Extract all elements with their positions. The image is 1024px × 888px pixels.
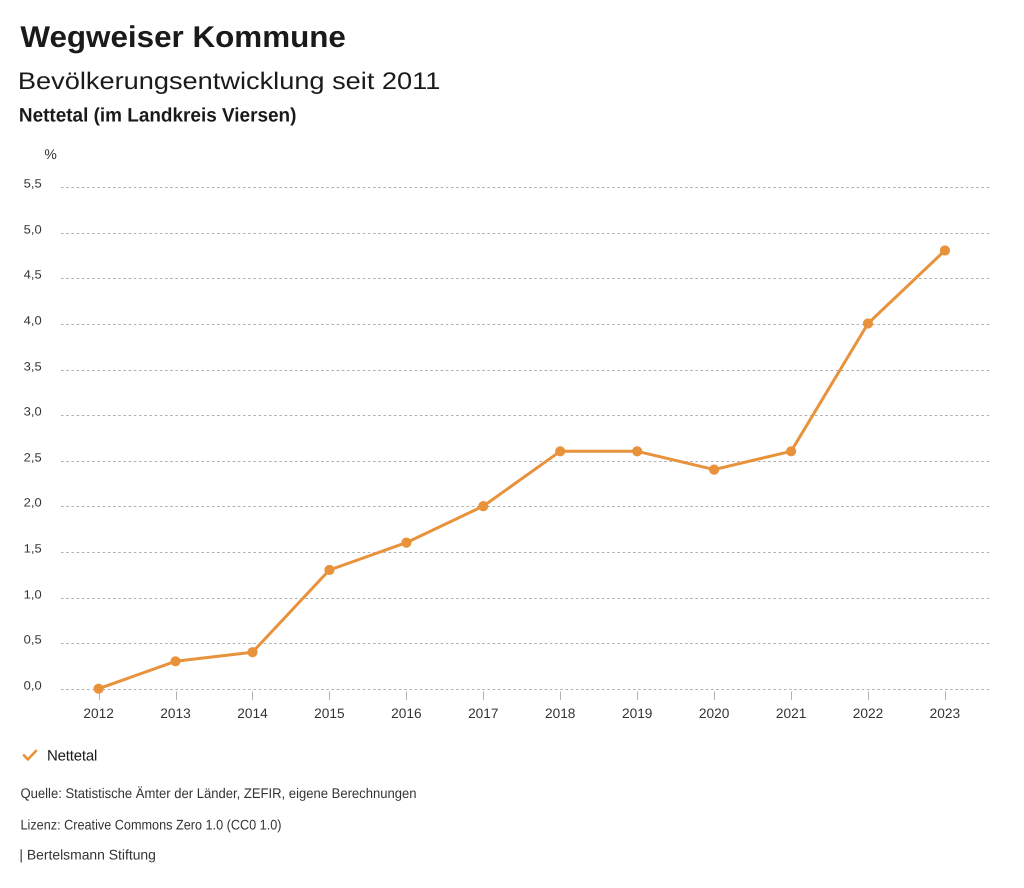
svg-text:Lizenz: Creative Commons Zero: Lizenz: Creative Commons Zero 1.0 (CC0 1… [21, 817, 282, 833]
svg-text:2019: 2019 [622, 706, 652, 721]
svg-text:2020: 2020 [699, 706, 730, 721]
svg-text:3,5: 3,5 [24, 360, 42, 374]
svg-text:2016: 2016 [391, 706, 422, 721]
svg-text:Wegweiser Kommune: Wegweiser Kommune [20, 21, 346, 54]
svg-text:Nettetal: Nettetal [47, 748, 97, 765]
svg-text:2018: 2018 [545, 706, 576, 721]
svg-text:2012: 2012 [83, 706, 113, 721]
svg-text:2017: 2017 [468, 706, 498, 721]
svg-text:0,0: 0,0 [24, 679, 42, 693]
svg-text:2,5: 2,5 [24, 451, 42, 465]
svg-text:4,0: 4,0 [24, 314, 42, 328]
svg-text:5,0: 5,0 [24, 223, 42, 237]
svg-text:1,5: 1,5 [24, 542, 42, 556]
svg-text:3,0: 3,0 [24, 405, 42, 419]
svg-text:4,5: 4,5 [24, 268, 42, 282]
svg-text:2021: 2021 [776, 706, 806, 721]
svg-text:2023: 2023 [930, 706, 961, 721]
svg-text:2,0: 2,0 [24, 496, 42, 510]
svg-text:| Bertelsmann Stiftung: | Bertelsmann Stiftung [19, 846, 156, 862]
svg-text:Quelle: Statistische Ämter der: Quelle: Statistische Ämter der Länder, Z… [21, 785, 417, 801]
svg-text:2015: 2015 [314, 706, 345, 721]
svg-text:Bevölkerungsentwicklung seit 2: Bevölkerungsentwicklung seit 2011 [18, 68, 441, 95]
svg-text:2013: 2013 [160, 706, 191, 721]
svg-text:Nettetal (im Landkreis Viersen: Nettetal (im Landkreis Viersen) [19, 105, 297, 127]
svg-text:2022: 2022 [853, 706, 883, 721]
svg-text:1,0: 1,0 [24, 588, 42, 602]
svg-text:%: % [44, 146, 56, 162]
svg-text:5,5: 5,5 [24, 177, 42, 191]
svg-text:2014: 2014 [237, 706, 268, 721]
svg-text:0,5: 0,5 [24, 633, 42, 647]
